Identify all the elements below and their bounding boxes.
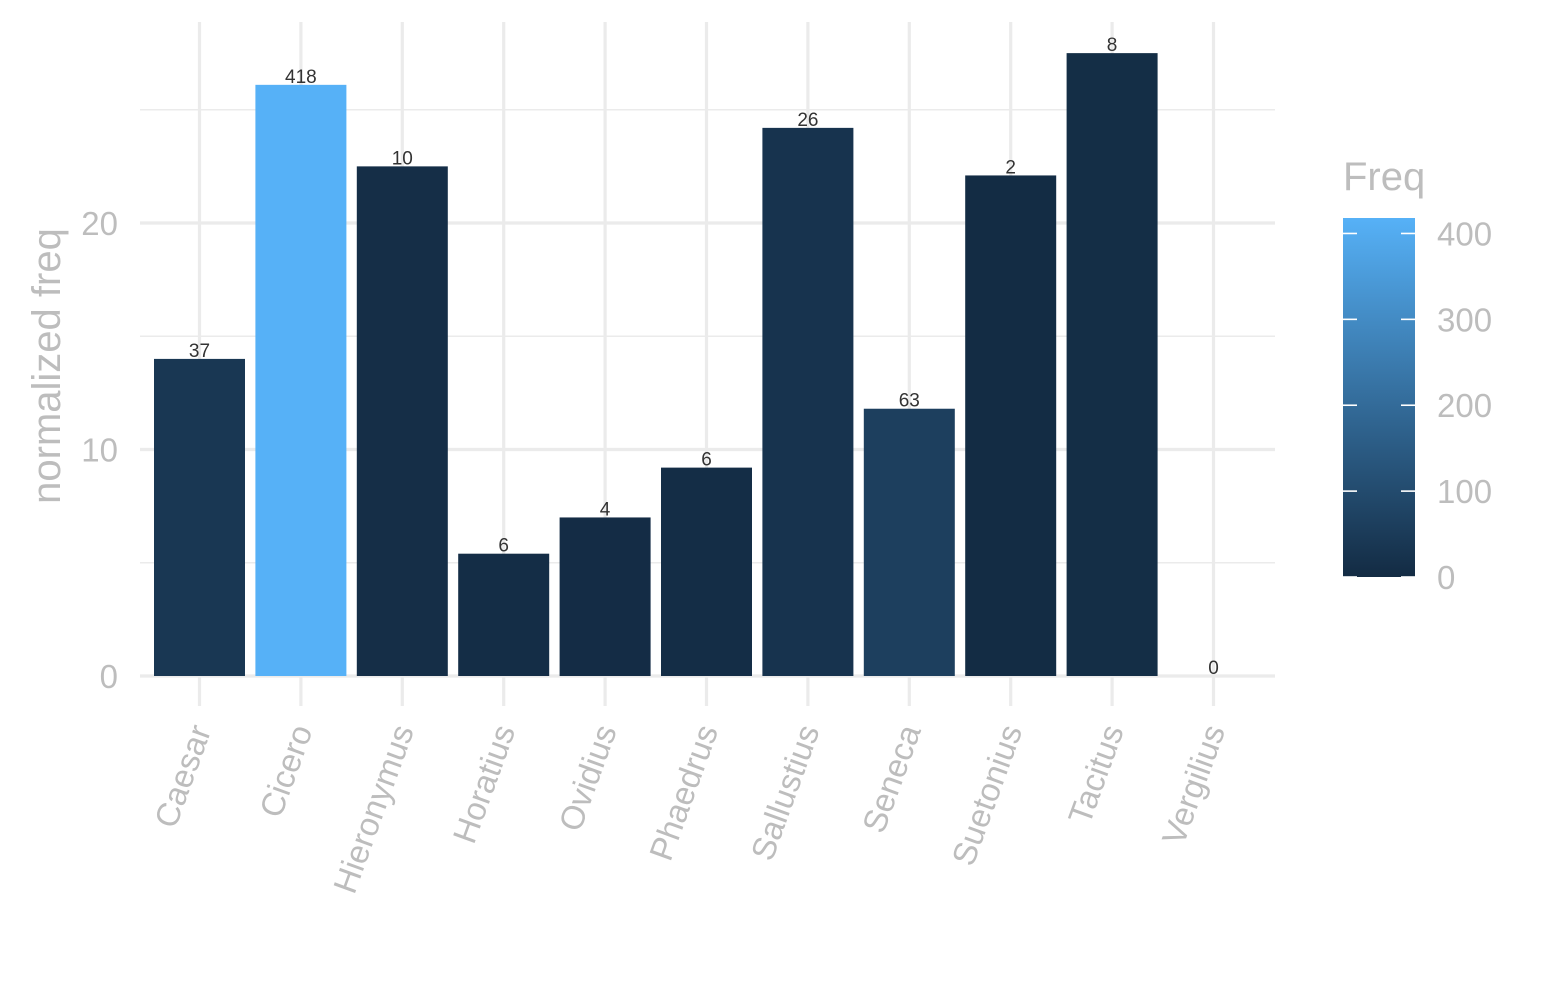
x-tick-label: Ovidius (551, 720, 623, 836)
x-tick-label: Seneca (855, 719, 928, 837)
legend-colorbar (1343, 218, 1415, 577)
bar-horatius (458, 553, 550, 676)
bar-value-label: 6 (498, 536, 509, 557)
bar-sallustius (762, 127, 854, 677)
y-axis: 0 10 20 (81, 205, 118, 695)
bar-value-label: 8 (1107, 35, 1118, 56)
x-tick-label: Phaedrus (642, 720, 725, 865)
x-tick-label: Tacitus (1061, 720, 1131, 829)
legend: Freq 0 100 200 300 400 (1343, 155, 1492, 596)
x-tick-label: Cicero (252, 720, 319, 822)
bar-caesar (154, 358, 245, 676)
bar-value-label: 26 (797, 110, 818, 131)
bar-value-label: 0 (1208, 658, 1219, 679)
bar-hieronymus (356, 166, 448, 676)
legend-title: Freq (1343, 155, 1425, 199)
bar-value-label: 4 (600, 499, 611, 520)
y-axis-title: normalized freq (25, 228, 69, 504)
legend-ticks: 0 100 200 300 400 (1343, 215, 1492, 596)
y-tick-label: 0 (100, 658, 118, 695)
legend-tick-label: 200 (1437, 387, 1492, 424)
bar-value-label: 10 (392, 148, 413, 169)
legend-tick-label: 0 (1437, 559, 1455, 596)
bar-cicero (255, 84, 347, 676)
x-tick-label: Suetonius (944, 720, 1029, 871)
bar-value-label: 6 (701, 450, 712, 471)
bar-value-label: 2 (1005, 157, 1016, 178)
bar-value-label: 37 (189, 341, 210, 362)
x-tick-label: Horatius (445, 720, 522, 848)
bar-value-label: 418 (285, 67, 317, 88)
plot-panel: 37 418 10 6 4 6 26 63 2 8 0 (140, 22, 1275, 706)
bar-ovidius (559, 517, 651, 676)
y-tick-label: 20 (81, 205, 118, 242)
x-tick-label: Vergilius (1155, 720, 1232, 850)
legend-tick-label: 100 (1437, 473, 1492, 510)
bars (154, 53, 1158, 677)
y-tick-label: 10 (81, 432, 118, 469)
bar-value-label: 63 (899, 391, 920, 412)
x-axis: Caesar Cicero Hieronymus Horatius Ovidius Pha… (147, 719, 1232, 898)
x-tick-label: Caesar (147, 720, 218, 833)
bar-suetonius (965, 175, 1057, 676)
legend-tick-label: 300 (1437, 301, 1492, 338)
bar-tacitus (1066, 53, 1158, 676)
bar-labels: 37 418 10 6 4 6 26 63 2 8 0 (189, 35, 1219, 679)
bar-phaedrus (661, 467, 752, 676)
x-tick-label: Hieronymus (326, 720, 421, 898)
legend-tick-label: 400 (1437, 215, 1492, 252)
bar-seneca (863, 408, 955, 676)
x-tick-label: Sallustius (743, 720, 826, 865)
